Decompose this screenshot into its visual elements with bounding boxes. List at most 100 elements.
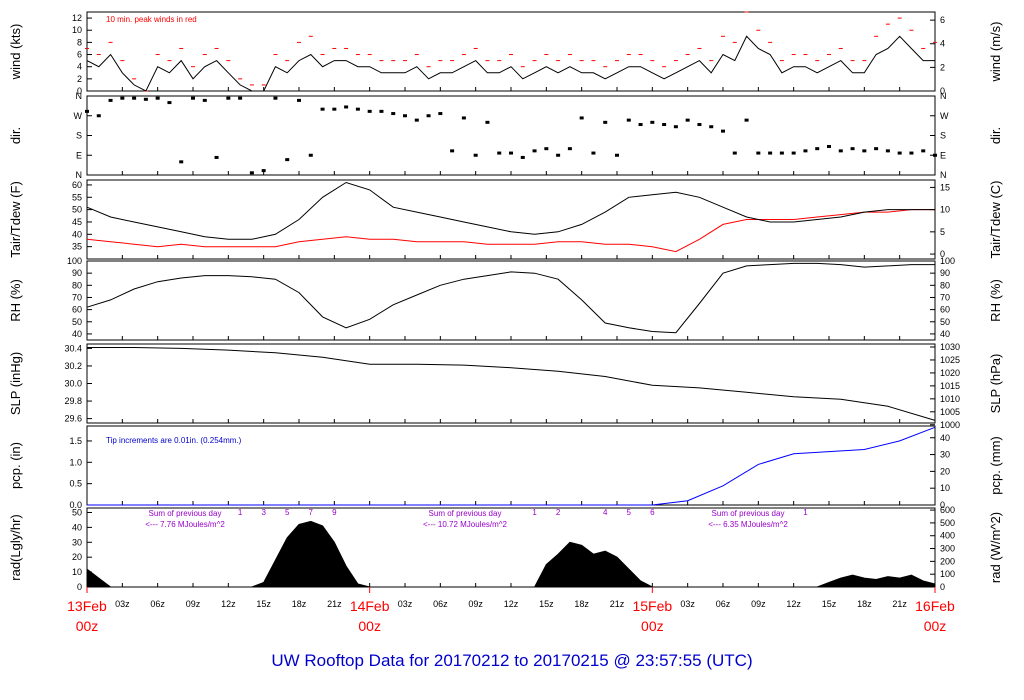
panel-frame-0 (86, 11, 936, 92)
wind-direction-point (238, 96, 243, 100)
time-axis: 03z 06z 09z 12z 15z 18z 21z 03z 06z 09z 12z 15z 18z 2… (67, 587, 955, 634)
tdew-line (86, 209, 935, 253)
panel-2-ylabel-right: Tair/Tdew (C) (988, 180, 1003, 258)
wind-direction-point (615, 153, 619, 157)
hour-tick-label: 12z (504, 599, 519, 609)
precip-annotation: Tip increments are 0.01in. (0.254mm.) (106, 436, 242, 445)
panel-3-right-tick-label: 100 (940, 256, 955, 266)
wind-direction-point (379, 109, 384, 113)
panel-4-left-tick-label: 29.8 (64, 396, 82, 406)
panel-6-left-tick-label: 40 (72, 522, 82, 532)
hour-tick-label: 21z (892, 599, 907, 609)
panel-6-right-tick-label: 400 (940, 531, 955, 541)
panel-1-left-tick-label: N (76, 91, 83, 101)
wind-direction-point (438, 112, 443, 116)
panel-2-left-tick-label: 50 (72, 205, 82, 215)
wind-direction-point (779, 151, 784, 155)
panel-3-left-tick-label: 90 (72, 268, 82, 278)
panel-5-right-tick-label: 30 (940, 450, 950, 460)
radiation-hour-mark: 1 (532, 508, 537, 517)
panel-4-left-tick-label: 30.2 (64, 361, 82, 371)
wind-direction-point (791, 151, 796, 155)
wind-direction-point (285, 158, 290, 162)
panel-1-left-tick-label: W (74, 111, 83, 121)
panel-0-ylabel: wind (kts) (8, 24, 23, 81)
panel-2-right-tick-label: 5 (940, 227, 945, 237)
panel-1-right-tick-label: E (940, 150, 946, 160)
panel-4-ylabel-right: SLP (hPa) (988, 354, 1003, 414)
panel-0-left-tick-label: 4 (77, 62, 82, 72)
wind-direction-point (143, 97, 148, 101)
hour-tick-label: 18z (857, 599, 872, 609)
tair-line (86, 181, 935, 240)
wind-direction-point (768, 151, 773, 155)
hour-tick-label: 15z (822, 599, 837, 609)
panel-5-left-tick-label: 1.5 (69, 436, 82, 446)
panel-6-left-tick-label: 50 (72, 507, 82, 517)
date-time-label: 00z (358, 618, 381, 634)
panel-3-ylabel-right: RH (%) (988, 279, 1003, 322)
wind-direction-point (874, 147, 879, 151)
wind-direction-point (403, 114, 407, 118)
wind-direction-point (544, 147, 549, 151)
hour-tick-label: 09z (186, 599, 201, 609)
date-label: 16Feb (915, 598, 955, 614)
radiation-sum-label: Sum of previous day (429, 509, 502, 518)
wind-direction-point (261, 169, 266, 173)
wind-direction-point (579, 116, 584, 120)
wind-direction-point (461, 116, 466, 120)
panel-2-right-tick-label: 0 (940, 249, 945, 259)
wind-direction-point (120, 96, 125, 100)
radiation-hour-mark: 4 (603, 508, 608, 517)
panel-1-ylabel: dir. (8, 127, 23, 144)
wind-direction-point (426, 114, 431, 118)
wind-direction-point (450, 149, 455, 153)
wind-direction-point (367, 109, 372, 113)
wind-direction-point (732, 151, 737, 155)
panel-0-right-tick-label: 6 (940, 15, 945, 25)
wind-direction-point (709, 125, 714, 129)
wind-direction-point (626, 118, 631, 122)
wind-direction-point (650, 120, 655, 124)
panel-0-ylabel-right: wind (m/s) (988, 22, 1003, 83)
panel-5-right-tick-label: 10 (940, 483, 950, 493)
wind-direction-point (132, 96, 137, 100)
panel-6-ylabel: rad(Lgly/hr) (8, 514, 23, 580)
precip-line (87, 426, 936, 506)
wind-direction-point (167, 101, 172, 105)
panel-4-right-tick-label: 1030 (940, 342, 960, 352)
panel-6-right-tick-label: 200 (940, 556, 955, 566)
date-label: 15Feb (632, 598, 672, 614)
date-time-label: 00z (924, 618, 947, 634)
panel-3-left-tick-label: 100 (67, 256, 82, 266)
panel-3-right-tick-label: 40 (940, 329, 950, 339)
panel-0-right-tick-label: 2 (940, 62, 945, 72)
hour-tick-label: 06z (716, 599, 731, 609)
chart-title: UW Rooftop Data for 20170212 to 20170215… (271, 651, 752, 670)
wind-direction-point (897, 151, 902, 155)
radiation-hour-mark: 1 (803, 508, 808, 517)
wind-annotation: 10 min. peak winds in red (106, 15, 197, 24)
radiation-hour-mark: 9 (332, 508, 337, 517)
panel-6-ylabel-right: rad (W/m^2) (988, 512, 1003, 583)
wind-direction-point (744, 118, 749, 122)
hour-tick-label: 12z (221, 599, 236, 609)
panel-1-right-tick-label: W (940, 111, 949, 121)
radiation-hour-mark: 6 (650, 508, 655, 517)
hour-tick-label: 12z (786, 599, 801, 609)
panel-5-right-tick-label: 40 (940, 433, 950, 443)
wind-direction-point (827, 144, 831, 148)
wind-direction-point (320, 107, 325, 111)
wind-direction-point (721, 129, 725, 133)
wind-direction-point (662, 123, 667, 127)
panel-frame-1 (86, 95, 936, 176)
panel-2-ylabel: Tair/Tdew (F) (8, 181, 23, 258)
radiation-hour-mark: 7 (309, 508, 314, 517)
radiation-hour-mark: 2 (556, 508, 561, 517)
date-time-label: 00z (76, 618, 99, 634)
hour-tick-label: 03z (680, 599, 695, 609)
panel-3-left-tick-label: 80 (72, 280, 82, 290)
panel-0-left-tick-label: 12 (72, 13, 82, 23)
wind-direction-point (485, 120, 490, 124)
